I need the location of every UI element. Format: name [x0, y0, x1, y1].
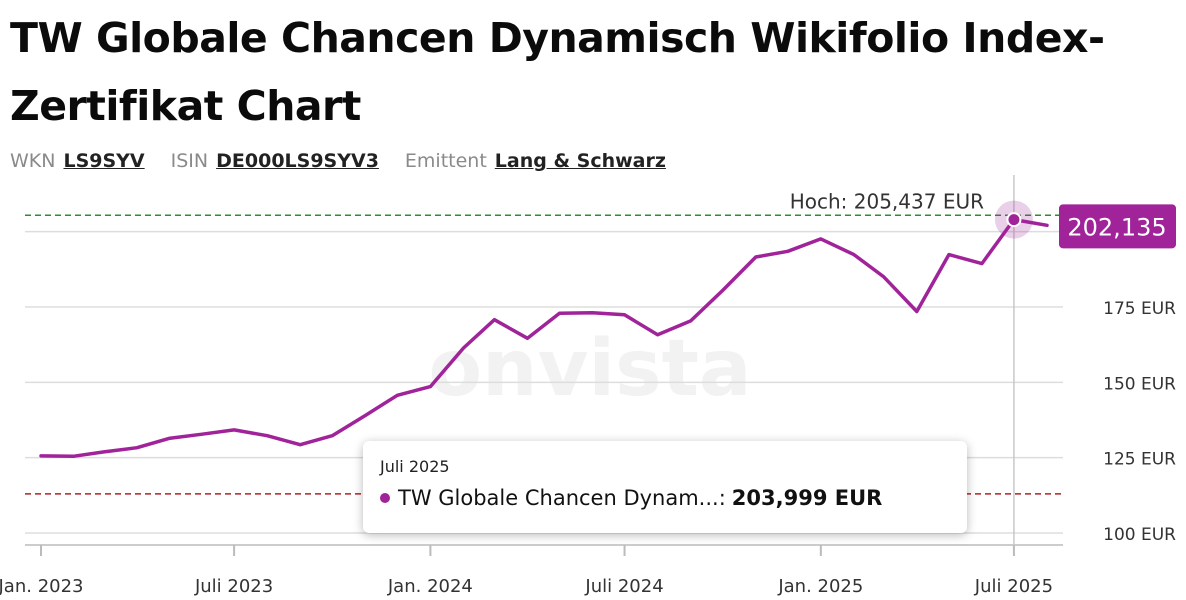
- issuer-label: Emittent: [404, 150, 487, 172]
- y-tick-label: 150 EUR: [1103, 374, 1176, 394]
- x-tick-label: Juli 2024: [584, 576, 663, 597]
- x-tick-label: Juli 2023: [194, 576, 273, 597]
- series-line: [39, 217, 1049, 458]
- x-tick-label: Juli 2025: [974, 576, 1053, 597]
- tooltip-value: 203,999 EUR: [731, 486, 883, 510]
- current-value-label: 202,135: [1067, 213, 1166, 241]
- watermark-logo: onvista: [428, 324, 751, 414]
- y-tick-label: 125 EUR: [1103, 450, 1176, 470]
- x-tick-label: Jan. 2024: [387, 576, 473, 597]
- series-dot-icon: [380, 493, 390, 503]
- x-tick-label: Jan. 2023: [0, 576, 84, 597]
- high-value-label: Hoch: 205,437 EUR: [790, 189, 984, 213]
- hover-marker-dot: [1006, 212, 1022, 228]
- issuer-info: Emittent Lang & Schwarz: [405, 150, 666, 172]
- y-tick-label: 100 EUR: [1103, 525, 1176, 545]
- isin-info: ISIN DE000LS9SYV3: [171, 150, 379, 172]
- wkn-label: WKN: [10, 150, 56, 172]
- wkn-info: WKN LS9SYV: [10, 150, 145, 172]
- page-title: TW Globale Chancen Dynamisch Wikifolio I…: [10, 14, 1105, 130]
- tooltip-series-label: TW Globale Chancen Dynam...:: [398, 486, 726, 510]
- x-tick-label: Jan. 2025: [777, 576, 863, 597]
- issuer-link[interactable]: Lang & Schwarz: [494, 150, 666, 172]
- y-tick-label: 175 EUR: [1103, 299, 1176, 319]
- isin-link[interactable]: DE000LS9SYV3: [216, 150, 379, 172]
- tooltip-date: Juli 2025: [380, 457, 450, 476]
- tooltip-row: TW Globale Chancen Dynam...: 203,999 EUR: [380, 486, 967, 510]
- instrument-meta: WKN LS9SYV ISIN DE000LS9SYV3 Emittent La…: [10, 150, 666, 172]
- isin-label: ISIN: [170, 150, 209, 172]
- chart-tooltip: Juli 2025 TW Globale Chancen Dynam...: 2…: [363, 441, 967, 533]
- wkn-link[interactable]: LS9SYV: [63, 150, 145, 172]
- current-value-badge: [1059, 204, 1176, 249]
